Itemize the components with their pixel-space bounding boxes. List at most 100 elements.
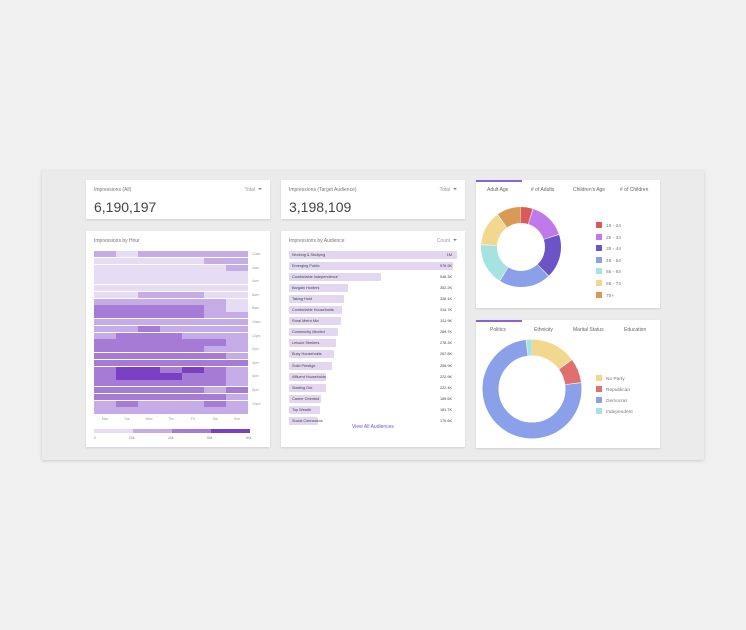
- heatmap-cell: [182, 257, 204, 265]
- heatmap-cell: [116, 312, 138, 319]
- audience-bar[interactable]: [289, 328, 338, 337]
- tab-politics[interactable]: Politics: [490, 327, 506, 333]
- heatmap-cell: [204, 264, 226, 271]
- heatmap-cell: [182, 353, 204, 360]
- audience-name: Community Minded: [292, 330, 325, 335]
- tab-of-adults[interactable]: # of Adults: [531, 187, 555, 193]
- heatmap-cell: [138, 291, 160, 299]
- audience-bar[interactable]: [289, 339, 336, 348]
- legend-item: 25 - 34: [596, 233, 621, 241]
- heatmap-cell: [116, 291, 138, 299]
- donut-segment[interactable]: [481, 207, 561, 287]
- audience-value: 189.6K: [439, 396, 452, 401]
- heatmap-cell: [182, 278, 204, 285]
- scale-legend-tick: 40k: [168, 436, 174, 440]
- heatmap-cell: [182, 251, 204, 258]
- audience-bar[interactable]: [289, 361, 333, 370]
- audience-bar[interactable]: [289, 383, 327, 392]
- heatmap-cell: [160, 257, 182, 265]
- kpi-card-target: Impressions (Target Audience) Total 3,19…: [281, 180, 465, 219]
- audience-bar[interactable]: [289, 306, 342, 315]
- heatmap-cell: [94, 339, 116, 346]
- day-label: Sun: [233, 417, 241, 422]
- audience-value: 352.2K: [439, 286, 452, 291]
- donut-segment[interactable]: [482, 339, 582, 439]
- heatmap-cell: [182, 380, 204, 387]
- heatmap-cell: [94, 325, 116, 333]
- count-dropdown[interactable]: Count: [437, 238, 457, 244]
- legend-label: 18 - 24: [606, 224, 621, 229]
- scale-legend-tick: 60k: [207, 436, 213, 440]
- heatmap-cell: [160, 271, 182, 278]
- heatmap-cell: [116, 271, 138, 278]
- heatmap-cell: [226, 285, 248, 292]
- tab-ethnicity[interactable]: Ethnicity: [534, 327, 553, 333]
- audience-name: Top Wealth: [292, 407, 311, 412]
- donut-segment[interactable]: [481, 207, 561, 287]
- day-label: Sat: [212, 417, 218, 422]
- heatmap-cell: [226, 346, 248, 353]
- audience-bar[interactable]: [289, 262, 454, 271]
- donut-segment[interactable]: [481, 207, 561, 287]
- audience-name: Taking Hold: [292, 297, 312, 302]
- scale-legend-segment: [211, 429, 250, 433]
- audience-bar[interactable]: [289, 284, 349, 293]
- audience-bar[interactable]: [289, 317, 342, 326]
- legend-label: 25 - 34: [606, 235, 621, 241]
- heatmap-cell: [182, 305, 204, 312]
- heatmap-cell: [116, 325, 138, 333]
- legend-item: 75+: [596, 291, 614, 299]
- heatmap-cell: [182, 312, 204, 319]
- legend-swatch: [596, 291, 602, 298]
- legend-label: 35 - 44: [606, 247, 621, 253]
- heatmap-cell: [182, 298, 204, 305]
- audience-name: Career Oriented: [292, 396, 320, 401]
- audience-value: 548.3K: [439, 275, 452, 280]
- audience-bar[interactable]: [289, 295, 344, 304]
- heatmap-cell: [204, 285, 226, 292]
- audience-bar[interactable]: [289, 251, 457, 259]
- tab-education[interactable]: Education: [624, 327, 647, 333]
- total-dropdown[interactable]: Total: [244, 187, 262, 193]
- legend-item: Democrat: [596, 397, 627, 404]
- caret-down-icon: [453, 188, 457, 190]
- legend-label: Independent: [606, 410, 633, 415]
- heatmap-cell: [226, 298, 248, 305]
- audience-value: 222.9K: [439, 374, 452, 379]
- audience-card: Impressions by Audience Count Working & …: [281, 231, 465, 447]
- heatmap-cell: [160, 387, 182, 394]
- audience-bar[interactable]: [289, 372, 327, 381]
- legend-label: Democrat: [606, 399, 627, 404]
- hour-label: 10pm: [252, 401, 261, 406]
- tab-adult-age[interactable]: Adult Age: [487, 187, 509, 193]
- audience-name: Starting Out: [292, 385, 313, 390]
- audience-bar[interactable]: [289, 405, 320, 414]
- heatmap-cell: [94, 257, 116, 265]
- audience-value: 314.7K: [439, 308, 452, 313]
- heatmap-cell: [116, 353, 138, 360]
- active-tab-indicator: [476, 180, 522, 182]
- tab-children-s-age[interactable]: Children's Age: [573, 187, 606, 193]
- heatmap-cell: [226, 312, 248, 319]
- heatmap-cell: [116, 319, 138, 326]
- audience-bar[interactable]: [289, 273, 382, 282]
- audience-value: 289.7K: [439, 330, 452, 335]
- donut-segment[interactable]: [481, 207, 561, 287]
- heatmap-cell: [226, 366, 248, 373]
- tab-marital-status[interactable]: Marital Status: [573, 327, 604, 333]
- tab-of-children[interactable]: # of Children: [620, 187, 649, 193]
- audience-bar[interactable]: [289, 394, 321, 403]
- audience-name: Affluent Households: [292, 374, 326, 379]
- heatmap-cell: [116, 407, 138, 414]
- hour-label: 12pm: [252, 333, 261, 338]
- donut-segment[interactable]: [482, 339, 582, 439]
- total-dropdown[interactable]: Total: [439, 187, 457, 193]
- audience-bar[interactable]: [289, 350, 334, 359]
- heatmap-cell: [160, 339, 182, 346]
- audience-bar[interactable]: [289, 416, 318, 425]
- legend-item: 18 - 24: [596, 222, 621, 229]
- heatmap-cell: [138, 346, 160, 353]
- caret-down-icon: [258, 188, 262, 190]
- heatmap-cell: [204, 393, 226, 401]
- view-all-audiences-link[interactable]: View All Audiences: [352, 424, 394, 430]
